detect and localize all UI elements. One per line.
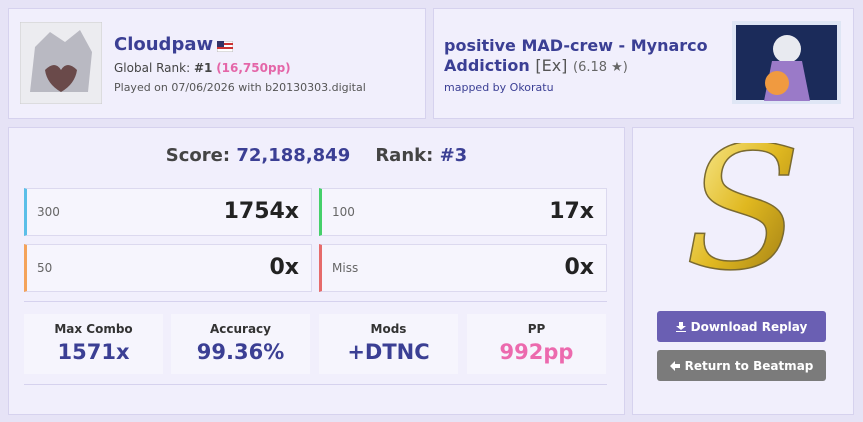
flag <box>217 41 233 52</box>
stat-label: PP <box>527 322 546 336</box>
icon <box>669 360 680 371</box>
download-button[interactable]: Download Replay <box>657 311 826 342</box>
hit-label: 300 <box>37 205 60 219</box>
played-info: Played on 07/06/2026 with b20130303.digi… <box>114 81 366 94</box>
stat-value: 99.36% <box>196 340 285 364</box>
stat-value: 992pp <box>499 340 574 364</box>
stat-box: PP 992pp <box>467 314 606 374</box>
score-rank-label: Rank: <box>375 145 434 166</box>
player-panel: Cloudpaw Global Rank: #1 (16,750pp) Play… <box>8 8 426 119</box>
player-pp: (16,750pp) <box>216 61 291 75</box>
hit-box: 50 0x <box>24 244 312 292</box>
hit-value: 1754x <box>223 199 299 224</box>
mapper[interactable]: mapped by Okoratu <box>444 81 554 94</box>
hit-value: 0x <box>564 255 595 280</box>
hit-box: 300 1754x <box>24 188 312 236</box>
button-label: Return to Beatmap <box>684 358 814 373</box>
hit-label: Miss <box>332 261 359 275</box>
grade: S <box>684 143 802 303</box>
beatmap-cover <box>732 21 841 104</box>
icon <box>675 321 686 332</box>
score-value: 72,188,849 <box>236 145 351 166</box>
player-name[interactable]: Cloudpaw <box>114 34 214 55</box>
rank: #1 <box>193 61 213 75</box>
return-button[interactable]: Return to Beatmap <box>657 350 826 381</box>
hit-label: 100 <box>332 205 355 219</box>
divider <box>24 384 607 385</box>
button-label: Download Replay <box>690 319 808 334</box>
hit-value: 17x <box>549 199 594 224</box>
hit-value: 0x <box>269 255 300 280</box>
avatar <box>20 22 102 104</box>
stat-box: Accuracy 99.36% <box>171 314 310 374</box>
grade-letter: S <box>685 143 801 303</box>
stat-value: +DTNC <box>347 340 430 364</box>
beatmap-panel: positive MAD-crew - Mynarco Addiction [E… <box>433 8 854 119</box>
stat-value: 1571x <box>57 340 130 364</box>
hit-box: Miss 0x <box>319 244 607 292</box>
score-rank: #3 <box>439 145 468 166</box>
stat-box: Max Combo 1571x <box>24 314 163 374</box>
beatmap-title[interactable]: positive MAD-crew - Mynarco Addiction <box>444 36 708 75</box>
stat-label: Max Combo <box>54 322 133 336</box>
divider <box>24 301 607 302</box>
rank-label: Global Rank: <box>114 61 191 75</box>
stat-label: Accuracy <box>209 322 271 336</box>
stat-box: Mods +DTNC <box>319 314 458 374</box>
score-label: Score: <box>165 145 231 166</box>
star-rating: (6.18 ★) <box>573 60 628 75</box>
difficulty: [Ex] <box>535 56 568 75</box>
hit-label: 50 <box>37 261 53 275</box>
hit-box: 100 17x <box>319 188 607 236</box>
stat-label: Mods <box>370 322 407 336</box>
